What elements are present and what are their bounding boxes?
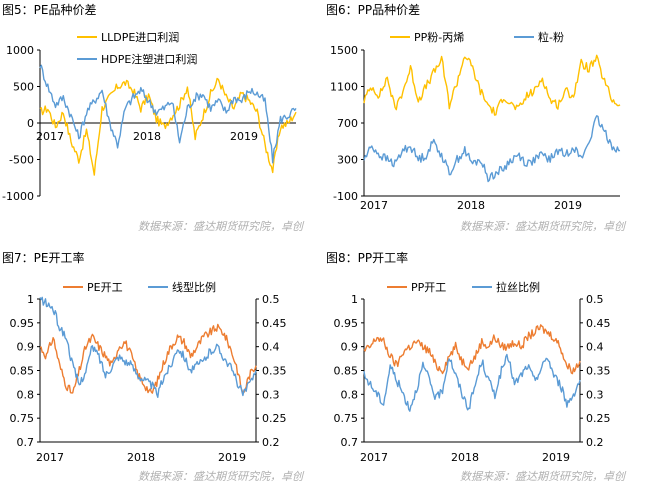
legend-label: 粒-粉 (538, 30, 564, 44)
y-tick-label: 1 (351, 293, 358, 306)
y-tick-label: -1000 (2, 190, 34, 203)
y-tick-label-right: 0.45 (586, 317, 611, 330)
series-line-1 (39, 64, 297, 164)
y-tick-label: 1500 (330, 44, 358, 57)
y-tick-label-right: 0.25 (262, 412, 287, 425)
chart-title: 图5：PE品种价差 (2, 3, 97, 17)
chart-svg: 1 0.95 0.9 0.85 0.8 0.75 0.7 0.5 0.45 0.4 0.35 0.3 0… (10, 280, 287, 464)
y-tick-label: 0.85 (334, 365, 359, 378)
y-tick-label: 1000 (6, 44, 34, 57)
legend-label: PP粉-丙烯 (414, 31, 464, 44)
series-line-0 (39, 77, 297, 176)
series-line-1 (39, 296, 257, 399)
chart-title: 图8：PP开工率 (326, 251, 409, 265)
y-tick-label: 0.8 (17, 388, 35, 401)
y-tick-label-right: 0.3 (262, 388, 280, 401)
x-tick-label: 2019 (542, 451, 570, 464)
series-line-0 (363, 324, 581, 375)
y-tick-label: -100 (333, 190, 358, 203)
series-line-1 (363, 353, 581, 412)
legend-label: LLDPE进口利润 (101, 30, 179, 44)
y-tick-label-right: 0.5 (262, 293, 280, 306)
legend-label: 线型比例 (172, 280, 216, 294)
y-tick-label: 0.9 (341, 341, 359, 354)
series-line-0 (39, 323, 257, 394)
x-tick-label: 2018 (457, 199, 485, 212)
x-tick-label: 2019 (230, 130, 258, 143)
y-tick-label: 300 (337, 154, 358, 167)
y-tick-label-right: 0.25 (586, 412, 611, 425)
y-tick-label: 0.95 (334, 317, 359, 330)
y-tick-label: 700 (337, 117, 358, 130)
y-tick-label-right: 0.5 (586, 293, 604, 306)
y-tick-label-right: 0.4 (262, 341, 280, 354)
y-tick-label: 0.8 (341, 388, 359, 401)
chart-title: 图6：PP品种价差 (326, 3, 421, 17)
series-line-0 (363, 54, 621, 116)
y-tick-label-right: 0.3 (586, 388, 604, 401)
y-tick-label: 0.75 (10, 412, 35, 425)
y-tick-label-right: 0.2 (586, 436, 604, 449)
x-tick-label: 2017 (360, 199, 388, 212)
x-tick-label: 2019 (554, 199, 582, 212)
chart-source: 数据来源：盛达期货研究院，卓创 (138, 470, 303, 483)
y-tick-label-right: 0.35 (586, 365, 611, 378)
legend-label: HDPE注塑进口利润 (101, 52, 197, 66)
y-tick-label: 1100 (330, 81, 358, 94)
chart-source: 数据来源：盛达期货研究院，卓创 (138, 220, 303, 233)
x-tick-label: 2017 (36, 451, 64, 464)
y-tick-label-right: 0.35 (262, 365, 287, 378)
y-tick-label: 0.75 (334, 412, 359, 425)
y-tick-label: 0 (27, 117, 34, 130)
legend-label: PE开工 (87, 281, 123, 294)
chart-title: 图7：PE开工率 (2, 251, 85, 265)
x-tick-label: 2018 (451, 451, 479, 464)
x-tick-label: 2018 (127, 451, 155, 464)
y-tick-label: 0.7 (341, 436, 359, 449)
y-tick-label: 1 (27, 293, 34, 306)
y-tick-label: 0.7 (17, 436, 35, 449)
legend-label: 拉丝比例 (496, 280, 540, 294)
chart-source: 数据来源：盛达期货研究院，卓创 (460, 470, 625, 483)
x-tick-label: 2017 (36, 130, 64, 143)
series-line-1 (363, 115, 621, 183)
chart-source: 数据来源：盛达期货研究院，卓创 (460, 220, 625, 233)
x-tick-label: 2018 (133, 130, 161, 143)
y-tick-label: 0.9 (17, 341, 35, 354)
y-tick-label: -500 (9, 154, 34, 167)
x-tick-label: 2017 (360, 451, 388, 464)
x-tick-label: 2019 (218, 451, 246, 464)
y-tick-label: 500 (13, 81, 34, 94)
y-tick-label: 0.95 (10, 317, 35, 330)
y-tick-label: 0.85 (10, 365, 35, 378)
chart-svg: 1 0.95 0.9 0.85 0.8 0.75 0.7 0.5 0.45 0.4 0.35 0.3 0… (334, 280, 611, 464)
y-tick-label-right: 0.2 (262, 436, 280, 449)
legend-label: PP开工 (411, 281, 446, 294)
y-tick-label-right: 0.4 (586, 341, 604, 354)
y-tick-label-right: 0.45 (262, 317, 287, 330)
chart-svg: 1000 500 0 -500 -1000 2017 2018 2019 LLDPE进口利润 HD… (2, 30, 297, 203)
